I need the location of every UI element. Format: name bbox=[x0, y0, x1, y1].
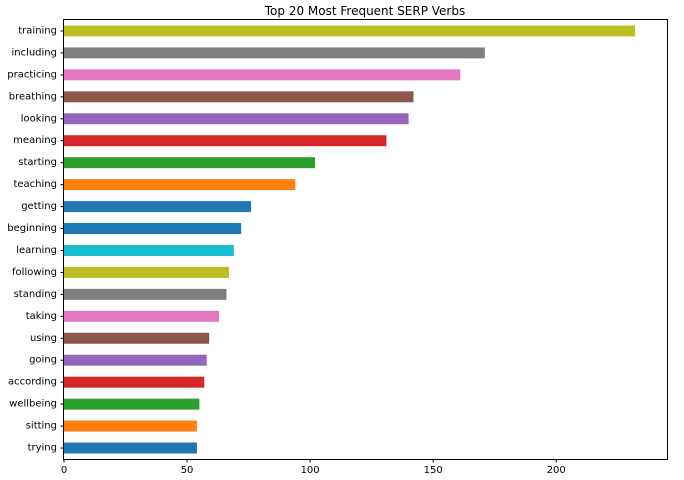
y-tick-label: beginning bbox=[7, 223, 57, 234]
bar-looking bbox=[64, 113, 409, 125]
plot-frame bbox=[63, 19, 668, 460]
y-tick-label: using bbox=[30, 333, 57, 344]
y-tick-label: breathing bbox=[9, 91, 57, 102]
x-tick-label: 50 bbox=[181, 465, 194, 476]
bar-starting bbox=[64, 157, 316, 169]
x-tick-label: 150 bbox=[424, 465, 443, 476]
y-tick-label: taking bbox=[26, 311, 57, 322]
y-tick-label: including bbox=[11, 47, 57, 58]
bar-taking bbox=[64, 310, 220, 322]
y-tick-label: trying bbox=[28, 443, 57, 454]
y-tick-label: practicing bbox=[7, 69, 57, 80]
bar-including bbox=[64, 47, 485, 59]
bar-following bbox=[64, 266, 229, 278]
y-tick-label: sitting bbox=[26, 421, 57, 432]
bar-sitting bbox=[64, 420, 197, 432]
y-tick-label: meaning bbox=[13, 135, 57, 146]
bar-trying bbox=[64, 442, 197, 454]
y-tick-label: according bbox=[8, 377, 57, 388]
bar-practicing bbox=[64, 69, 461, 81]
bar-using bbox=[64, 332, 210, 344]
y-tick-label: getting bbox=[21, 201, 57, 212]
bar-meaning bbox=[64, 135, 387, 147]
bar-according bbox=[64, 376, 205, 388]
y-tick-label: teaching bbox=[13, 179, 57, 190]
bar-beginning bbox=[64, 223, 242, 235]
y-tick-label: following bbox=[12, 267, 57, 278]
y-axis: training including practicing breathing look… bbox=[7, 25, 64, 454]
y-tick-label: going bbox=[29, 355, 57, 366]
bar-standing bbox=[64, 288, 227, 300]
bar-going bbox=[64, 354, 207, 366]
bar-teaching bbox=[64, 179, 296, 191]
x-tick-label: 100 bbox=[301, 465, 320, 476]
x-tick-label: 200 bbox=[547, 465, 566, 476]
bar-wellbeing bbox=[64, 398, 200, 410]
y-tick-label: looking bbox=[21, 113, 57, 124]
bars-group bbox=[64, 25, 636, 454]
y-tick-label: wellbeing bbox=[9, 399, 57, 410]
x-axis: 0 50 100 150 200 bbox=[61, 459, 566, 476]
bar-getting bbox=[64, 201, 252, 213]
y-tick-label: starting bbox=[18, 157, 57, 168]
bar-learning bbox=[64, 244, 234, 256]
bar-training bbox=[64, 25, 636, 37]
x-tick-label: 0 bbox=[61, 465, 67, 476]
y-tick-label: learning bbox=[16, 245, 57, 256]
chart-title: Top 20 Most Frequent SERP Verbs bbox=[264, 4, 465, 18]
y-tick-label: training bbox=[18, 25, 57, 36]
y-tick-label: standing bbox=[14, 289, 57, 300]
bar-breathing bbox=[64, 91, 414, 103]
